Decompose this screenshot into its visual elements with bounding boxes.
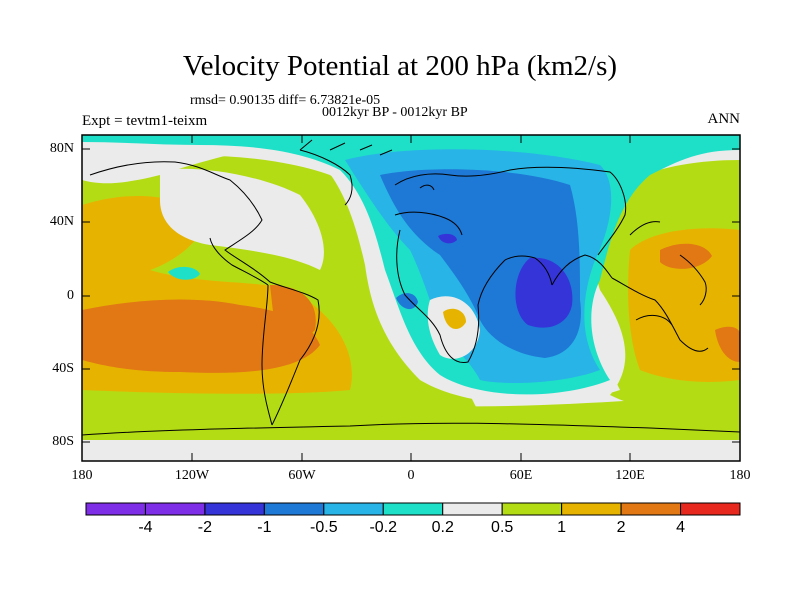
stats-subtitle: rmsd= 0.90135 diff= 6.73821e-05: [190, 93, 381, 108]
x-tick-label: 120W: [174, 468, 210, 483]
field-white-americas: [160, 168, 324, 270]
y-tick-label: 40S: [52, 361, 74, 376]
field-lime-south: [82, 380, 740, 440]
colorbar-swatch: [144, 502, 206, 516]
colorbar-label: 2: [616, 519, 626, 536]
colorbar-swatch: [561, 502, 622, 516]
colorbar-swatch: [501, 502, 563, 516]
field-gold-safrica: [443, 308, 466, 329]
colorbar-swatch: [620, 502, 682, 516]
field-sky-wafrica: [396, 293, 418, 310]
period-subtitle: 0012kyr BP - 0012kyr BP: [322, 105, 468, 120]
y-tick-label: 80N: [49, 141, 74, 156]
contour-field: [82, 135, 740, 461]
tick-marks: [82, 135, 740, 461]
colorbar-swatch: [680, 502, 741, 516]
colorbar-label: 0.5: [491, 519, 514, 536]
x-tick-label: 0: [407, 468, 415, 483]
x-tick-label: 120E: [615, 468, 645, 483]
colorbar-swatch: [263, 502, 325, 516]
x-tick-label: 60W: [288, 468, 316, 483]
field-orange-wpac-south: [715, 326, 740, 362]
colorbar-swatch: [85, 502, 146, 516]
colorbar-label: -0.2: [369, 519, 398, 536]
x-tick-label: 60E: [509, 468, 533, 483]
field-orange-samerica: [270, 285, 316, 344]
x-tick-label: 180: [729, 468, 751, 483]
field-white-npac: [82, 140, 300, 184]
y-tick-label: 0: [67, 288, 74, 303]
colorbar-label: 0.2: [431, 519, 454, 536]
colorbar-label: -4: [138, 519, 153, 536]
season-label: ANN: [707, 111, 741, 127]
x-tick-label: 180: [71, 468, 93, 483]
y-tick-label: 80S: [52, 434, 74, 449]
colorbar-swatch: [204, 502, 265, 516]
field-orange-epac: [82, 299, 320, 373]
field-orange-wpac: [660, 243, 712, 269]
field-cyan-pacific: [168, 266, 200, 280]
colorbar-swatch: [382, 502, 444, 516]
field-gold-wpac: [628, 228, 740, 382]
colorbar-label: 1: [557, 519, 567, 536]
colorbar-label: 4: [676, 519, 685, 536]
colorbar-label: -2: [197, 519, 213, 536]
colorbar: [85, 502, 741, 516]
plot-title: Velocity Potential at 200 hPa (km2/s): [182, 50, 618, 82]
coastlines: [82, 139, 740, 436]
experiment-label: Expt = tevtm1-teixm: [82, 113, 208, 129]
colorbar-label: -1: [257, 519, 272, 536]
colorbar-swatch: [442, 502, 503, 516]
y-tick-label: 40N: [49, 214, 74, 229]
field-blue-med: [438, 233, 457, 244]
colorbar-swatch: [323, 502, 384, 516]
colorbar-label: -0.5: [310, 519, 338, 536]
